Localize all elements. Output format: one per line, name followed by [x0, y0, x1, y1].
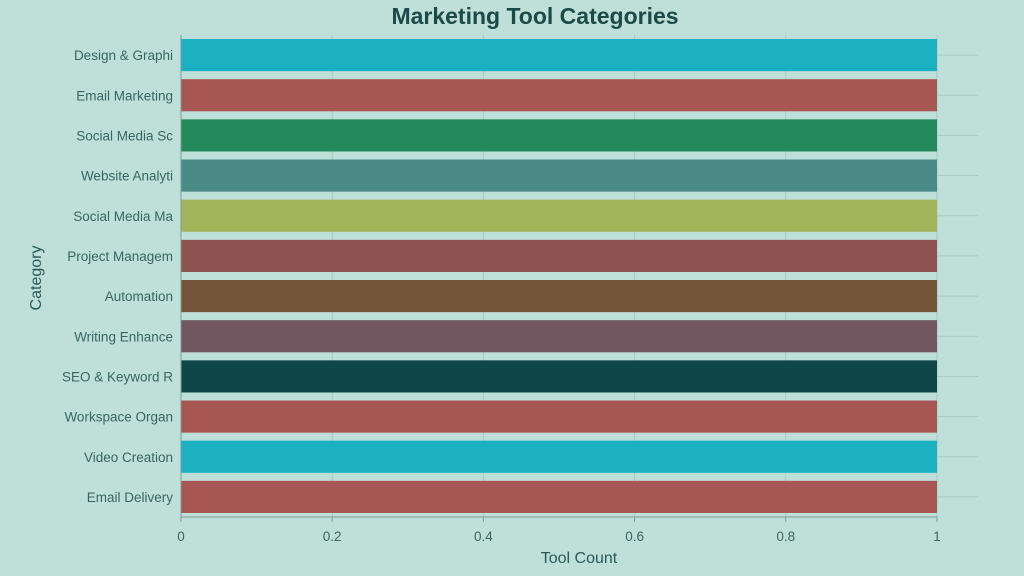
category-label: Design & Graphi: [74, 48, 173, 63]
x-axis-title: Tool Count: [541, 550, 618, 567]
axes: Design & Graphi Email Marketing Social Med…: [62, 35, 941, 544]
category-label: Automation: [105, 289, 173, 304]
bar: [181, 239, 937, 272]
category-label: SEO & Keyword R: [62, 369, 173, 384]
bar: [181, 39, 937, 72]
bar: [181, 199, 937, 232]
bars: [181, 39, 937, 513]
category-label: Social Media Ma: [73, 209, 173, 224]
x-tick-label: 0.6: [625, 529, 644, 544]
category-label: Video Creation: [84, 450, 173, 465]
chart-title: Marketing Tool Categories: [391, 3, 678, 29]
x-tick-label: 0.2: [323, 529, 342, 544]
bar: [181, 400, 937, 433]
bar: [181, 320, 937, 353]
category-label: Website Analyti: [81, 169, 173, 184]
category-label: Project Managem: [67, 249, 173, 264]
bar: [181, 440, 937, 473]
bar: [181, 280, 937, 313]
bar: [181, 119, 937, 152]
bar: [181, 159, 937, 192]
category-label: Workspace Organ: [64, 410, 173, 425]
category-label: Email Marketing: [76, 88, 173, 103]
bar: [181, 360, 937, 393]
x-tick-label: 1: [933, 529, 941, 544]
bar: [181, 480, 937, 513]
x-tick-label: 0: [177, 529, 185, 544]
category-label: Email Delivery: [87, 490, 174, 505]
x-tick-label: 0.8: [776, 529, 795, 544]
bar: [181, 79, 937, 112]
x-tick-label: 0.4: [474, 529, 493, 544]
y-axis-title: Category: [28, 246, 45, 311]
category-label: Social Media Sc: [76, 128, 173, 143]
category-label: Writing Enhance: [74, 329, 173, 344]
